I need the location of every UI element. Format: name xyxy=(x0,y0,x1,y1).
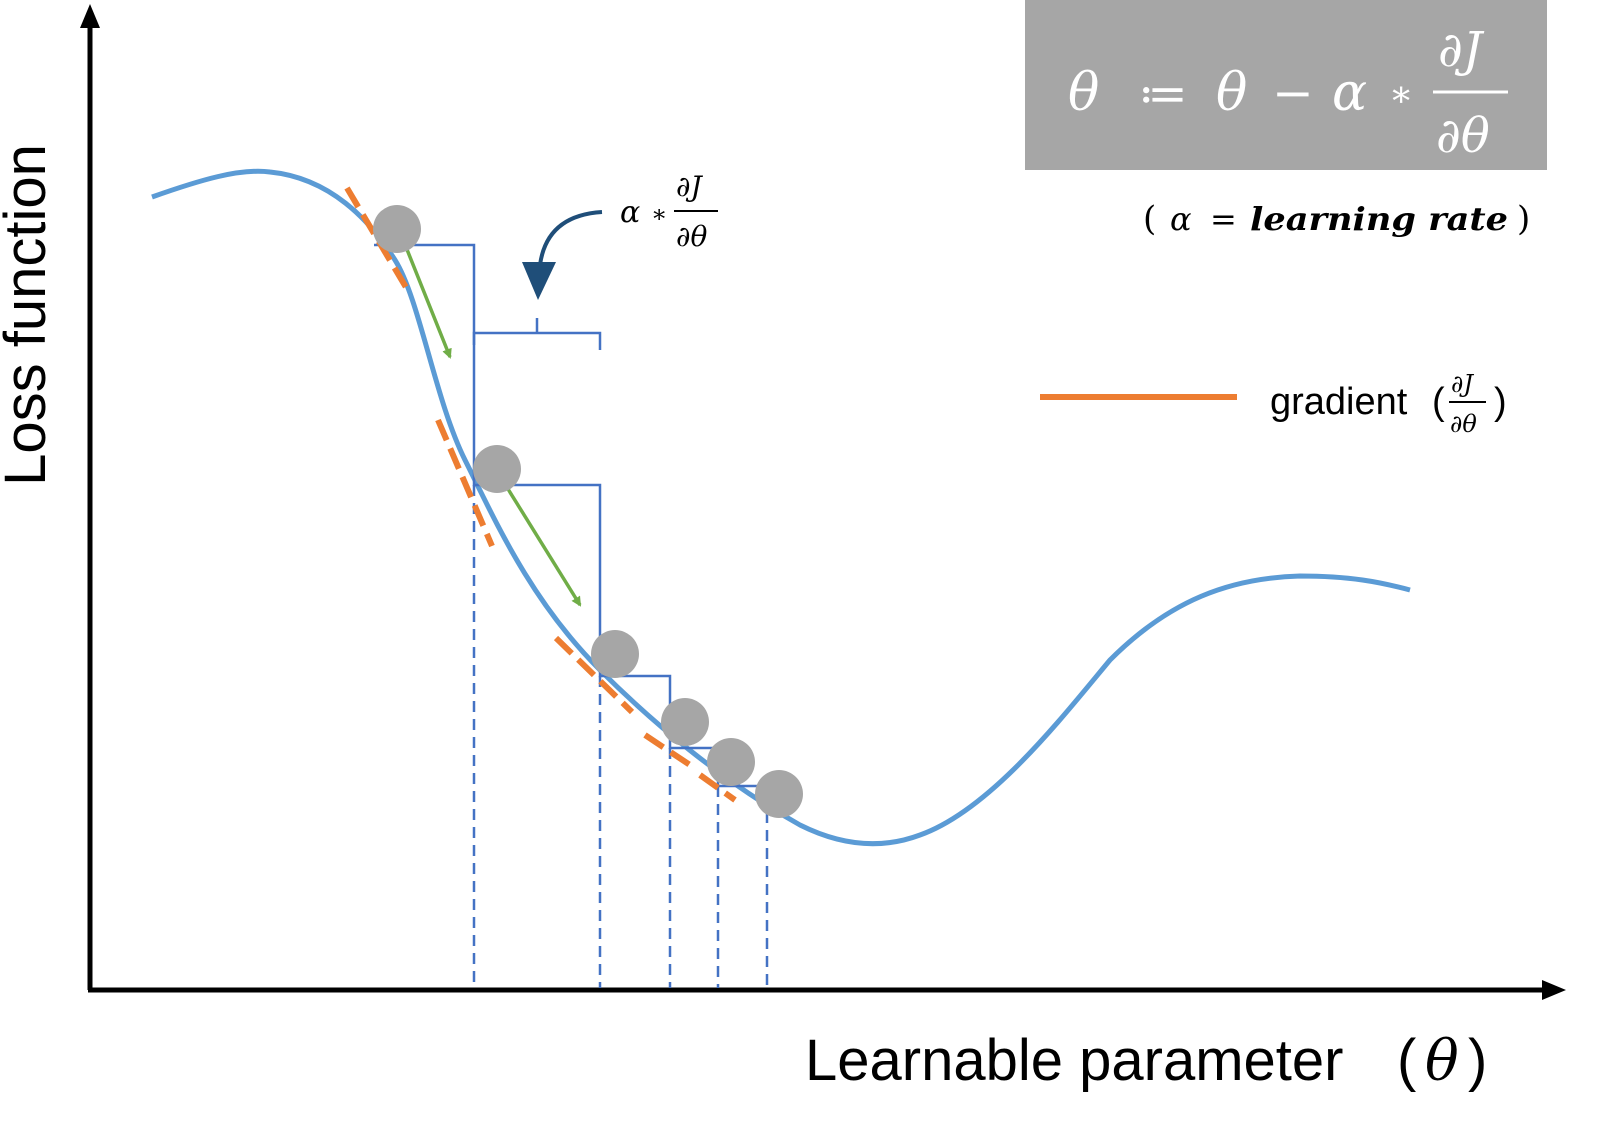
step-times: ∗ xyxy=(651,200,667,228)
lr-open-paren: ( xyxy=(1143,199,1156,239)
ball xyxy=(373,205,421,253)
formula-theta: θ xyxy=(1216,63,1247,123)
y-axis-arrowhead xyxy=(80,4,100,28)
x-axis-arrowhead xyxy=(1542,980,1566,1000)
formula-denominator: ∂θ xyxy=(1436,108,1490,164)
step-annotation: α ∗ ∂J ∂θ xyxy=(620,170,718,253)
formula-alpha: α xyxy=(1332,63,1367,123)
gradient-tangent xyxy=(643,732,692,768)
step-lines xyxy=(374,243,769,812)
legend-open-paren: ( xyxy=(1432,381,1445,423)
legend-numerator: ∂J xyxy=(1451,370,1474,398)
legend: gradient ( ∂J ∂θ ) xyxy=(1270,370,1507,438)
formula-numerator: ∂J xyxy=(1438,22,1485,78)
lr-close-paren: ) xyxy=(1517,199,1530,239)
gradient-tangent xyxy=(344,186,413,296)
x-axis-symbol: θ xyxy=(1425,1029,1459,1094)
legend-label: gradient xyxy=(1270,381,1408,423)
callout-arrow-icon xyxy=(538,210,603,266)
gradient-tangent xyxy=(698,772,737,803)
gradient-tangent xyxy=(435,418,495,548)
learning-rate-note: ( α = learning rate ) xyxy=(1143,199,1530,239)
step-alpha: α xyxy=(620,195,640,230)
descent-arrow xyxy=(506,488,582,607)
parameter-balls xyxy=(373,205,803,818)
x-axis-open-paren: ( xyxy=(1397,1028,1416,1093)
formula-box xyxy=(1025,0,1547,170)
legend-denominator: ∂θ xyxy=(1450,410,1477,438)
x-axis-label: Learnable parameter xyxy=(805,1028,1343,1093)
loss-curve xyxy=(151,168,1411,847)
x-axis-close-paren: ) xyxy=(1468,1028,1487,1093)
formula-assign: ≔ xyxy=(1138,66,1188,122)
ball xyxy=(755,770,803,818)
lr-text: learning rate xyxy=(1250,200,1508,238)
step-size-bracket xyxy=(472,318,602,350)
gradient-tangents xyxy=(344,186,737,803)
legend-close-paren: ) xyxy=(1494,381,1507,423)
formula-lhs: θ xyxy=(1068,63,1099,123)
formula-minus: − xyxy=(1272,64,1314,122)
parameter-guides xyxy=(472,485,769,988)
y-axis-label: Loss function xyxy=(0,144,58,486)
gradient-tangent xyxy=(553,635,635,715)
ball xyxy=(661,698,709,746)
step-denominator: ∂θ xyxy=(676,220,707,253)
ball xyxy=(591,630,639,678)
ball xyxy=(473,445,521,493)
update-formula: θ ≔ θ − α ∗ ∂J ∂θ xyxy=(1068,22,1508,164)
step-numerator: ∂J xyxy=(676,170,703,203)
ball xyxy=(707,738,755,786)
callout-arrowhead xyxy=(522,262,556,300)
lr-alpha: α xyxy=(1170,200,1192,238)
descent-arrow xyxy=(404,246,452,359)
lr-equals: = xyxy=(1210,200,1237,238)
formula-times: ∗ xyxy=(1389,74,1413,115)
